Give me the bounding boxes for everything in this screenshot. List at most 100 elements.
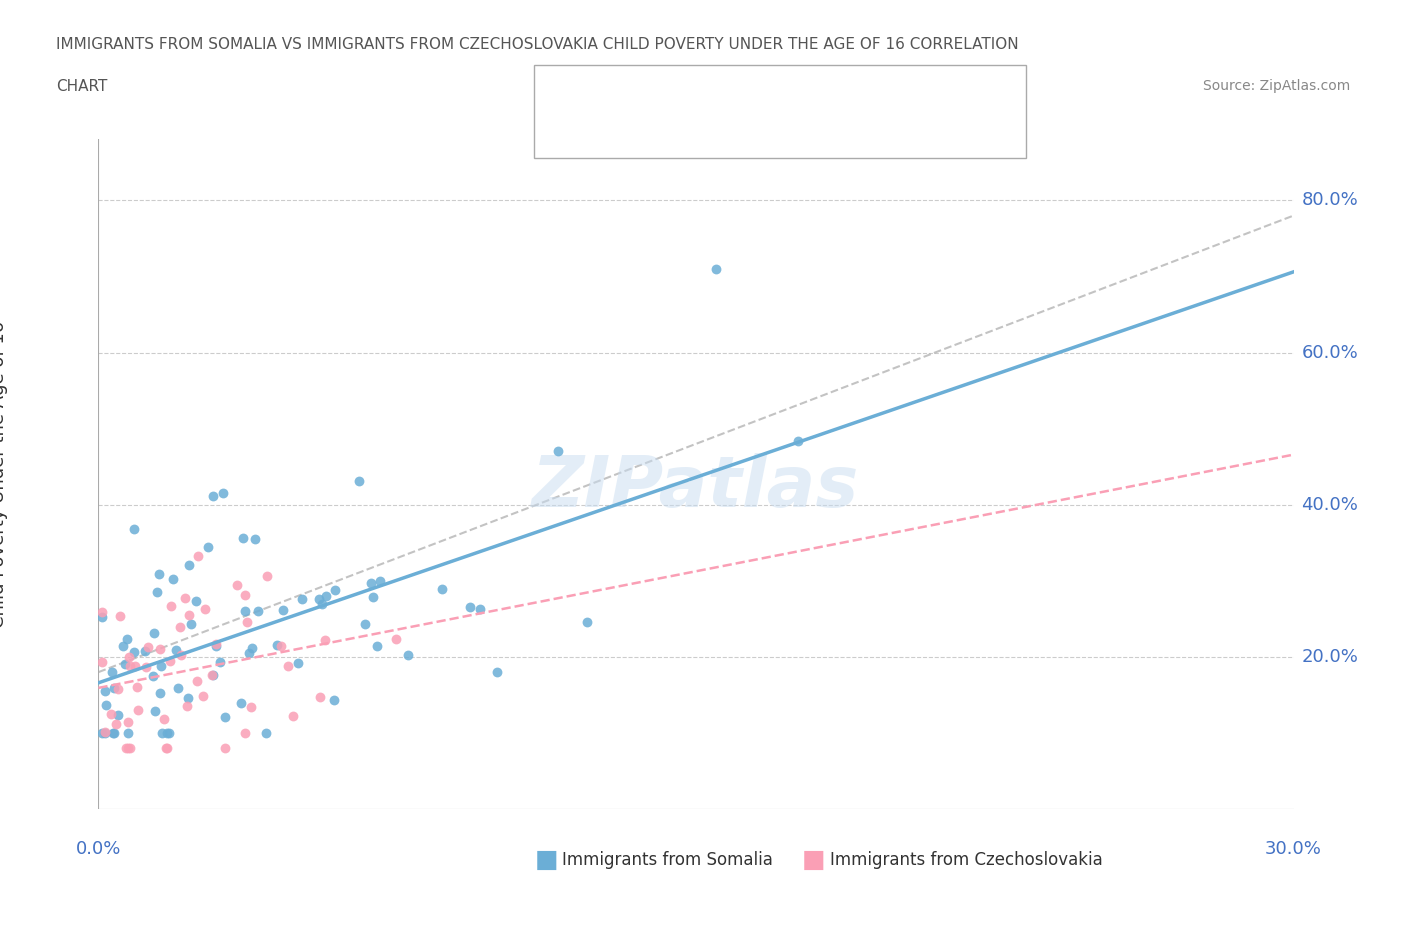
Point [236, 615, 259, 630]
Text: IMMIGRANTS FROM SOMALIA VS IMMIGRANTS FROM CZECHOSLOVAKIA CHILD POVERTY UNDER TH: IMMIGRANTS FROM SOMALIA VS IMMIGRANTS FR… [56, 37, 1019, 52]
Point [226, 578, 249, 592]
Point [209, 655, 232, 670]
Point [184, 594, 207, 609]
Point [169, 647, 191, 662]
Point [135, 659, 157, 674]
Point [360, 576, 382, 591]
Point [103, 725, 125, 740]
Point [277, 659, 299, 674]
Point [94, 684, 117, 698]
Text: Child Poverty Under the Age of 16: Child Poverty Under the Age of 16 [0, 321, 8, 628]
Text: 20.0%: 20.0% [1302, 648, 1358, 666]
Point [114, 657, 136, 671]
Point [165, 643, 187, 658]
Point [270, 639, 292, 654]
Point [187, 549, 209, 564]
Point [159, 654, 181, 669]
Text: Immigrants from Somalia: Immigrants from Somalia [562, 851, 773, 870]
Point [247, 604, 270, 618]
Point [212, 485, 235, 500]
Point [122, 644, 145, 659]
Point [311, 596, 333, 611]
Point [155, 741, 177, 756]
Point [152, 712, 174, 727]
Point [91, 655, 114, 670]
Point [177, 690, 200, 705]
Point [458, 600, 481, 615]
Text: R = 0.619   N = 73: R = 0.619 N = 73 [569, 83, 727, 100]
Point [149, 685, 172, 700]
Point [238, 645, 260, 660]
Point [134, 644, 156, 658]
Point [347, 473, 370, 488]
Point [205, 638, 228, 653]
Point [179, 608, 201, 623]
Point [233, 603, 256, 618]
Point [240, 641, 263, 656]
Point [94, 725, 117, 740]
Point [152, 725, 174, 740]
Point [179, 558, 201, 573]
Point [704, 261, 727, 276]
Point [114, 741, 136, 756]
Point [468, 602, 491, 617]
Text: ■: ■ [801, 848, 825, 872]
Point [287, 656, 309, 671]
Point [117, 741, 139, 756]
Point [314, 632, 336, 647]
Point [142, 669, 165, 684]
Point [575, 615, 598, 630]
Point [145, 704, 167, 719]
Point [186, 674, 208, 689]
Point [118, 650, 141, 665]
Point [204, 637, 226, 652]
Point [254, 725, 277, 740]
Text: ■: ■ [534, 848, 558, 872]
Point [157, 725, 180, 740]
Point [787, 433, 810, 448]
Point [166, 681, 188, 696]
Point [107, 682, 129, 697]
Point [322, 693, 344, 708]
Point [94, 698, 117, 712]
Point [547, 444, 569, 458]
Point [180, 617, 202, 631]
Point [117, 725, 139, 740]
Point [239, 700, 262, 715]
Point [281, 709, 304, 724]
Text: 30.0%: 30.0% [1265, 840, 1322, 857]
Point [229, 696, 252, 711]
Point [145, 584, 167, 599]
Point [125, 679, 148, 694]
Point [117, 714, 139, 729]
Point [149, 642, 172, 657]
Point [120, 659, 142, 674]
Text: 40.0%: 40.0% [1302, 496, 1358, 513]
Point [256, 569, 278, 584]
Point [214, 741, 236, 756]
Point [233, 588, 256, 603]
Text: ZIPatlas: ZIPatlas [533, 453, 859, 522]
Point [197, 539, 219, 554]
Point [101, 725, 124, 740]
Text: R = 0.289   N = 48: R = 0.289 N = 48 [569, 125, 727, 142]
Point [354, 617, 377, 631]
Text: 80.0%: 80.0% [1302, 192, 1358, 209]
Point [385, 631, 408, 646]
Point [266, 638, 288, 653]
Point [148, 567, 170, 582]
Text: CHART: CHART [56, 79, 108, 94]
Text: ■: ■ [548, 84, 567, 102]
Text: 60.0%: 60.0% [1302, 343, 1358, 362]
Point [103, 681, 125, 696]
Point [143, 626, 166, 641]
Point [485, 664, 508, 679]
Point [176, 698, 198, 713]
Point [127, 702, 149, 717]
Point [323, 582, 346, 597]
Point [91, 604, 114, 619]
Point [150, 658, 173, 673]
Point [194, 602, 217, 617]
Point [201, 488, 224, 503]
Point [122, 522, 145, 537]
